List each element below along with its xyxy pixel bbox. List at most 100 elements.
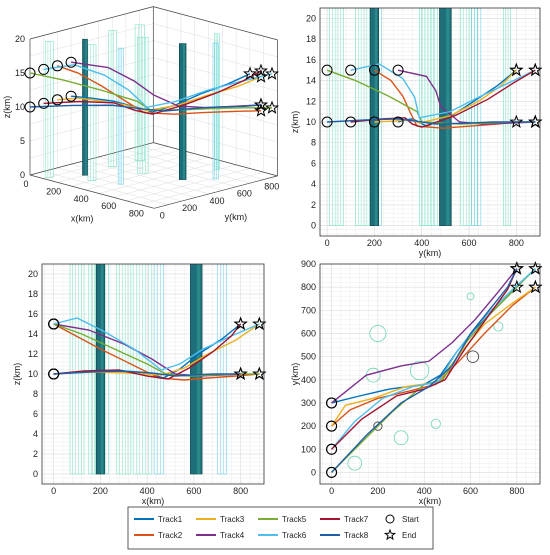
y-tick-label: 12 bbox=[28, 349, 38, 359]
x-tick-label: 600 bbox=[186, 486, 201, 496]
tick-labels: 0 200 400 600 800 0 100 200 300 400 500 600 700 800 90… bbox=[301, 259, 524, 496]
start-marker-3d-5 bbox=[24, 67, 36, 79]
obstacle-pillar-3 bbox=[329, 8, 344, 226]
obstacle-pillar-3d-6 bbox=[117, 47, 124, 185]
y-tick-label: 700 bbox=[301, 305, 316, 315]
legend-item-track7: Track7 bbox=[320, 515, 369, 524]
y-tick-label: 4 bbox=[311, 179, 316, 189]
x-tick-label: 800 bbox=[233, 486, 248, 496]
start-marker-7 bbox=[326, 443, 338, 455]
legend-item-track3: Track3 bbox=[196, 515, 245, 524]
obstacle-pillar-4 bbox=[355, 8, 370, 226]
track-line-8 bbox=[327, 118, 536, 125]
y-tick-label: 500 bbox=[301, 352, 316, 362]
axes-box bbox=[41, 263, 265, 485]
z-tick-label: 20 bbox=[15, 34, 25, 44]
y-axis-label: y(km) bbox=[290, 363, 300, 386]
x-axis-label: x(km) bbox=[142, 496, 165, 506]
legend-label: Track4 bbox=[220, 531, 245, 540]
y-tick-label: 10 bbox=[306, 117, 316, 127]
y-tick-label: 14 bbox=[306, 76, 316, 86]
x-axis-label: x(km) bbox=[71, 214, 94, 224]
track-line-4 bbox=[397, 69, 536, 125]
x-tick-label: 600 bbox=[463, 486, 478, 496]
y-tick-label: 800 bbox=[301, 282, 316, 292]
end-marker-3d-3 bbox=[253, 69, 269, 83]
start-marker-5 bbox=[321, 64, 333, 76]
y-axis-label: y(km) bbox=[225, 212, 248, 222]
end-marker-7 bbox=[528, 62, 543, 77]
x-tick-label: 800 bbox=[509, 486, 524, 496]
y-tick-label: 200 bbox=[182, 203, 197, 213]
y-tick-label: 0 bbox=[311, 467, 316, 477]
y-tick-label: 400 bbox=[209, 196, 224, 206]
end-marker-8 bbox=[509, 261, 524, 275]
y-tick-label: 100 bbox=[301, 444, 316, 454]
y-tick-label: 2 bbox=[311, 200, 316, 210]
track-line-3d-5 bbox=[29, 72, 273, 112]
start-marker-8 bbox=[48, 368, 60, 380]
start-marker-3d-7 bbox=[38, 97, 50, 109]
y-tick-label: 600 bbox=[237, 189, 252, 199]
obstacle-circle-10 bbox=[373, 421, 383, 431]
plot-content bbox=[330, 268, 536, 473]
start-marker-3 bbox=[368, 116, 380, 128]
track-line-8 bbox=[331, 268, 518, 473]
tick-labels: 0 200 400 600 800 0 2 4 6 8 10 12 14 16 18 20 bbox=[28, 269, 248, 496]
y-tick-label: 8 bbox=[311, 138, 316, 148]
obstacle-pillar-5 bbox=[132, 264, 153, 475]
obstacle-pillar-3d-7 bbox=[214, 33, 220, 171]
end-marker-3d-7 bbox=[253, 63, 269, 77]
end-marker-3d-2 bbox=[253, 103, 269, 117]
x-tick-label: 600 bbox=[462, 238, 477, 248]
x-tick-label: 800 bbox=[129, 209, 144, 219]
y-tick-label: 800 bbox=[264, 182, 279, 192]
track-line-8 bbox=[53, 370, 241, 377]
legend-label: Track7 bbox=[344, 515, 369, 524]
legend-end-marker bbox=[383, 528, 397, 541]
y-tick-label: 20 bbox=[306, 13, 316, 23]
end-marker-8 bbox=[528, 114, 543, 129]
end-marker-3d-6 bbox=[264, 66, 280, 80]
obstacle-pillar-3d-9 bbox=[179, 43, 187, 180]
legend-label: Track6 bbox=[282, 531, 307, 540]
legend-start-label: Start bbox=[402, 515, 420, 524]
end-marker-1 bbox=[509, 279, 524, 294]
track-line-7 bbox=[53, 323, 242, 380]
x-tick-label: 400 bbox=[417, 486, 432, 496]
tick-labels: 0 200 400 600 800 0 2 4 6 8 10 12 14 16 18 20 bbox=[306, 13, 524, 248]
track-line-6 bbox=[53, 317, 260, 371]
start-marker-8 bbox=[326, 466, 338, 478]
y-tick-label: 600 bbox=[301, 328, 316, 338]
z-tick-label: 10 bbox=[15, 102, 25, 112]
y-tick-label: 300 bbox=[301, 398, 316, 408]
obstacle-circle-9 bbox=[466, 350, 480, 363]
y-tick-label: 18 bbox=[28, 289, 38, 299]
legend-label: Track2 bbox=[158, 531, 183, 540]
z-tick-label: 5 bbox=[20, 136, 25, 146]
start-marker-6 bbox=[48, 318, 60, 330]
y-tick-label: 6 bbox=[311, 158, 316, 168]
legend-label: Track5 bbox=[282, 515, 307, 524]
legend-item-track4: Track4 bbox=[196, 531, 245, 540]
obstacle-pillar-9 bbox=[190, 264, 203, 475]
start-marker-8 bbox=[321, 116, 333, 128]
start-marker-2 bbox=[368, 64, 380, 76]
x-tick-label: 600 bbox=[101, 201, 116, 211]
x-tick-label: 0 bbox=[329, 486, 334, 496]
obstacle-pillar-3d-1 bbox=[108, 30, 117, 167]
legend-item-track1: Track1 bbox=[134, 515, 183, 524]
track-line-5 bbox=[331, 268, 536, 473]
start-marker-4 bbox=[392, 64, 404, 76]
x-tick-label: 200 bbox=[370, 486, 385, 496]
panel-xz-view: 0 200 400 600 800 0 2 4 6 8 10 12 14 16 18 20 x(km) z(km) bbox=[12, 263, 267, 506]
obstacle-circle-6 bbox=[430, 418, 441, 429]
y-tick-label: 200 bbox=[301, 421, 316, 431]
x-tick-label: 200 bbox=[46, 186, 61, 196]
y-tick-label: 900 bbox=[301, 259, 316, 269]
y-tick-label: 18 bbox=[306, 34, 316, 44]
obstacle-pillar-8 bbox=[216, 264, 227, 475]
legend: Track1 Track2 Track3 Track4 Track5 Track6 Trac… bbox=[127, 506, 434, 550]
end-marker-7 bbox=[233, 316, 248, 331]
